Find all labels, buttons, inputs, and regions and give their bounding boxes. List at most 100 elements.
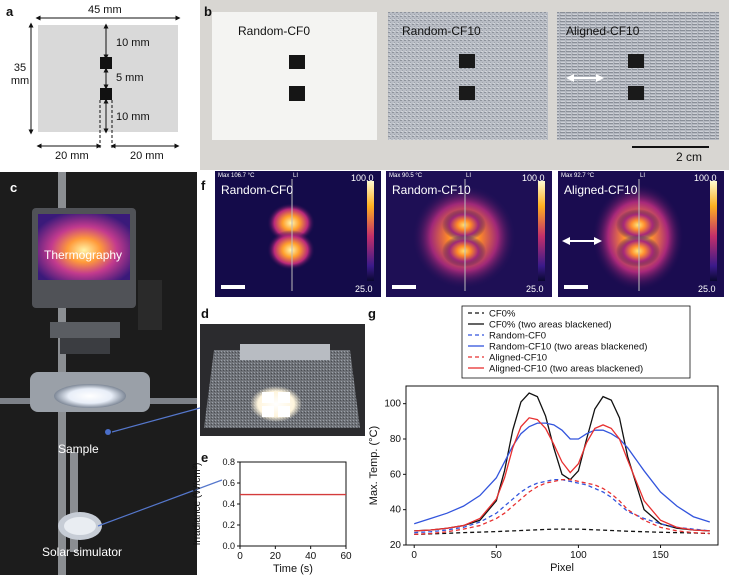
temp-series-line-1 xyxy=(414,392,710,532)
thermal-image-random-cf0: Max 106.7 °C LI Random-CF0 100.0 25.0 xyxy=(215,171,381,297)
panel-d-photo xyxy=(200,324,365,436)
temp-legend-entry: Random-CF0 xyxy=(489,331,546,342)
irradiance-axes-frame xyxy=(239,461,347,547)
thermal-title-2: Random-CF10 xyxy=(392,183,471,197)
temp-legend-entry: Aligned-CF10 xyxy=(489,353,547,364)
dim-height: 35 mm xyxy=(10,62,30,87)
acf10-square-top xyxy=(628,54,644,68)
thermal-image-aligned-cf10: Max 92.7 °C LI Aligned-CF10 100.0 25.0 xyxy=(558,171,724,297)
thermal-svg-2 xyxy=(392,179,545,291)
panel-e-label: e xyxy=(201,450,209,465)
temp-legend-entry: Aligned-CF10 (two areas blackened) xyxy=(489,364,643,375)
scale-max-3: 100.0 xyxy=(694,173,717,183)
panel-b-label: b xyxy=(204,4,212,19)
thermography-label: Thermography xyxy=(44,248,123,262)
panel-g-label: g xyxy=(368,306,376,321)
panel-a-label: a xyxy=(6,4,14,19)
scale-min-1: 25.0 xyxy=(355,284,373,294)
temp-legend-box xyxy=(461,305,691,379)
temp-series-line-3 xyxy=(414,422,710,525)
irradiance-y-label: Irradiance (W/cm²) xyxy=(192,463,203,546)
temp-x-tick-label: 150 xyxy=(652,550,669,561)
dim-gap-top: 10 mm xyxy=(116,37,150,49)
dim-right: 20 mm xyxy=(130,150,164,162)
irradiance-x-label: Time (s) xyxy=(273,563,313,575)
irradiance-chart: 0 20 40 60 0.0 0.2 0.4 0.6 0.8 Time (s) Irradiance… xyxy=(192,457,352,575)
panel-b-photo xyxy=(200,0,729,170)
rcf10-square-bottom xyxy=(459,86,475,100)
thermal-title-3: Aligned-CF10 xyxy=(564,183,638,197)
temp-y-tick-label: 100 xyxy=(384,399,401,410)
panel-b-svg xyxy=(212,12,719,148)
rcf10-square-top xyxy=(459,54,475,68)
thermal-svg-1 xyxy=(221,179,374,291)
tag-2: LI xyxy=(466,173,472,179)
irradiance-x-tick-label: 40 xyxy=(305,551,317,562)
temp-axes-frame xyxy=(405,385,719,546)
irradiance-x-tick-label: 0 xyxy=(237,551,243,562)
sample-random-cf10 xyxy=(388,12,548,140)
temp-legend-entry: Random-CF10 (two areas blackened) xyxy=(489,342,647,353)
acf10-square-bottom xyxy=(628,86,644,100)
temp-legend-entry: CF0% xyxy=(489,309,516,320)
panel-f-label: f xyxy=(201,178,206,193)
thermal-image-random-cf10: Max 90.5 °C LI Random-CF10 100.0 25.0 xyxy=(386,171,552,297)
sample-random-cf0 xyxy=(212,12,377,140)
temp-y-label: Max. Temp. (°C) xyxy=(368,426,380,505)
max-text-3: Max 92.7 °C xyxy=(561,173,595,179)
irradiance-plot: 0 20 40 60 0.0 0.2 0.4 0.6 0.8 Time (s) Irradiance… xyxy=(192,457,352,575)
cf0-square-bottom xyxy=(289,86,305,101)
scale-min-3: 25.0 xyxy=(698,284,716,294)
black-square-bottom xyxy=(100,88,112,100)
temp-x-label: Pixel xyxy=(550,562,574,574)
dim-gap-bottom: 10 mm xyxy=(116,111,150,123)
irradiance-y-tick-label: 0.0 xyxy=(222,541,235,551)
thermal-title-1: Random-CF0 xyxy=(221,183,294,197)
sample-name-random-cf10: Random-CF10 xyxy=(402,24,481,38)
tag-1: LI xyxy=(293,173,299,179)
max-text-2: Max 90.5 °C xyxy=(389,173,423,179)
panel-a-svg xyxy=(28,15,181,150)
panel-c-photo xyxy=(0,172,197,575)
irradiance-x-tick-label: 20 xyxy=(270,551,282,562)
panel-d-svg xyxy=(200,324,365,436)
sample-label: Sample xyxy=(58,442,99,456)
camera-mount xyxy=(50,322,120,338)
panel-c-label: c xyxy=(10,180,18,195)
temp-y-tick-label: 80 xyxy=(390,434,402,445)
dim-width: 45 mm xyxy=(88,4,122,16)
temp-y-tick-label: 40 xyxy=(390,505,402,516)
temp-series-line-4 xyxy=(414,478,710,536)
temp-series-line-2 xyxy=(414,478,710,534)
irradiance-x-tick-label: 60 xyxy=(340,551,352,562)
scale-max-1: 100.0 xyxy=(351,173,374,183)
irradiance-y-tick-label: 0.8 xyxy=(222,457,235,467)
black-square-top xyxy=(100,57,112,69)
temp-x-tick-label: 100 xyxy=(570,550,587,561)
irradiance-y-tick-label: 0.2 xyxy=(222,520,235,530)
solar-simulator-label: Solar simulator xyxy=(42,545,123,559)
panel-c-svg xyxy=(0,172,197,575)
scale-max-2: 100.0 xyxy=(522,173,545,183)
scale-bar-label: 2 cm xyxy=(676,150,703,164)
thermography-screen xyxy=(38,214,130,280)
scale-min-2: 25.0 xyxy=(526,284,544,294)
sample-name-aligned-cf10: Aligned-CF10 xyxy=(566,24,640,38)
temp-y-tick-label: 20 xyxy=(390,540,402,551)
temp-legend-entry: CF0% (two areas blackened) xyxy=(489,320,612,331)
temp-series-line-5 xyxy=(414,417,710,532)
thermal-svg-3 xyxy=(562,179,717,291)
sample-name-random-cf0: Random-CF0 xyxy=(238,24,311,38)
panel-a-diagram xyxy=(0,0,200,170)
irradiance-y-tick-label: 0.4 xyxy=(222,499,235,509)
cf0-square-top xyxy=(289,55,305,69)
dim-left: 20 mm xyxy=(55,150,89,162)
irradiance-y-tick-label: 0.6 xyxy=(222,478,235,488)
temp-x-tick-label: 50 xyxy=(491,550,503,561)
tag-3: LI xyxy=(640,173,646,179)
temp-series-line-0 xyxy=(414,528,710,536)
temp-y-tick-label: 60 xyxy=(390,469,402,480)
temp-x-tick-label: 0 xyxy=(411,550,417,561)
